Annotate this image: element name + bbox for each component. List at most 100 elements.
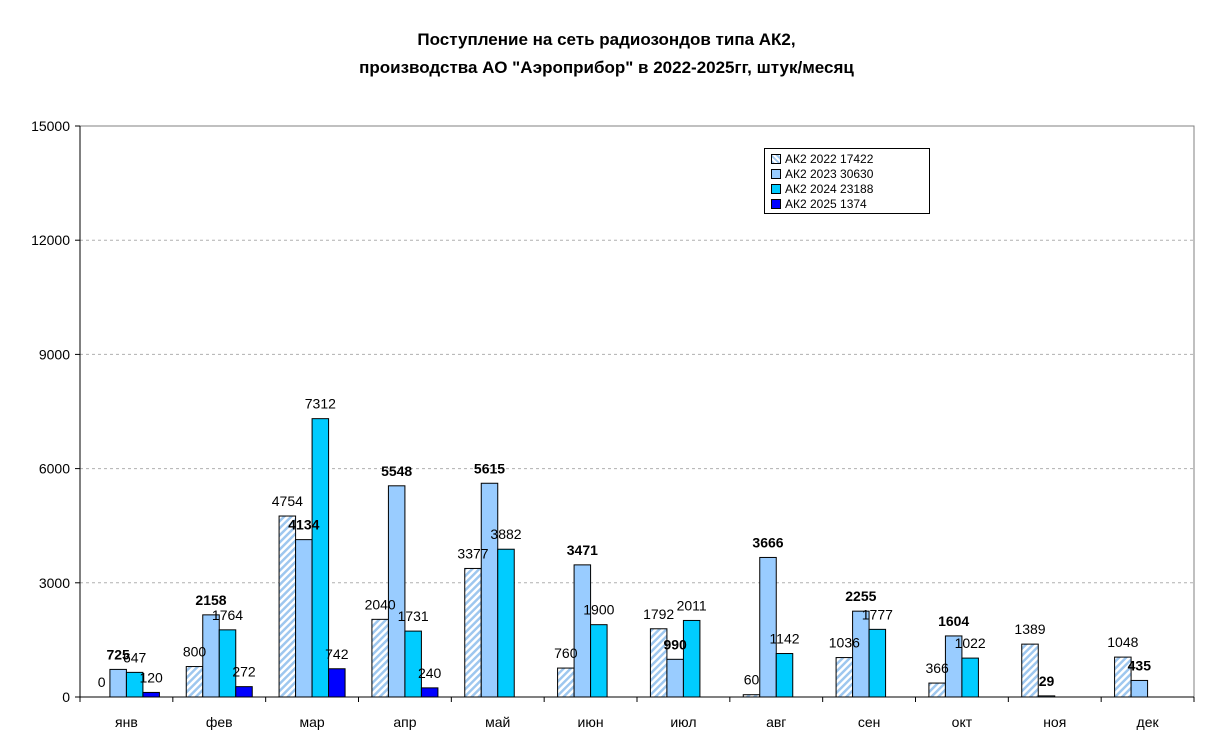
data-label: 3471 bbox=[567, 542, 598, 558]
x-tick-label: июл bbox=[670, 714, 696, 730]
bar bbox=[497, 548, 515, 698]
x-tick-label: июн bbox=[578, 714, 604, 730]
data-label: 1792 bbox=[643, 606, 674, 622]
bar bbox=[868, 628, 887, 698]
data-label: 4134 bbox=[288, 517, 319, 533]
x-tick-label: ноя bbox=[1043, 714, 1066, 730]
data-label: 1048 bbox=[1107, 634, 1138, 650]
data-label: 5548 bbox=[381, 463, 412, 479]
x-tick-label: май bbox=[485, 714, 510, 730]
bar bbox=[775, 653, 794, 698]
bar bbox=[371, 618, 389, 698]
bar bbox=[420, 687, 439, 698]
x-tick-label: окт bbox=[952, 714, 973, 730]
data-label: 3377 bbox=[457, 545, 488, 561]
bar bbox=[1130, 679, 1149, 698]
data-label: 4754 bbox=[272, 493, 303, 509]
legend-swatch bbox=[771, 153, 781, 164]
bar bbox=[928, 682, 946, 698]
legend-item: АК2 2023 30630 bbox=[771, 166, 929, 181]
data-label: 1604 bbox=[938, 613, 969, 629]
data-label: 647 bbox=[123, 649, 147, 665]
legend-item: АК2 2022 17422 bbox=[771, 151, 929, 166]
data-label: 1764 bbox=[212, 607, 243, 623]
data-label: 272 bbox=[232, 664, 256, 680]
legend-swatch bbox=[771, 168, 781, 179]
bar bbox=[682, 619, 701, 698]
plot-area bbox=[79, 125, 1195, 698]
data-label: 60 bbox=[744, 672, 760, 688]
bar bbox=[278, 515, 297, 698]
data-label: 1036 bbox=[829, 635, 860, 651]
legend-label: АК2 2024 23188 bbox=[785, 181, 874, 196]
bar bbox=[590, 624, 608, 698]
y-tick-label: 3000 bbox=[39, 575, 70, 591]
x-tick-label: дек bbox=[1137, 714, 1160, 730]
y-tick-label: 9000 bbox=[39, 346, 70, 362]
bar bbox=[666, 658, 684, 698]
chart-title-line1: Поступление на сеть радиозондов типа АК2… bbox=[417, 30, 796, 49]
data-label: 3882 bbox=[490, 526, 521, 542]
y-tick-label: 15000 bbox=[31, 118, 70, 134]
data-label: 29 bbox=[1039, 673, 1055, 689]
legend-label: АК2 2025 1374 bbox=[785, 196, 867, 211]
bar bbox=[387, 485, 406, 698]
data-label: 240 bbox=[418, 665, 442, 681]
bar bbox=[557, 667, 575, 698]
data-label: 1731 bbox=[398, 608, 429, 624]
data-label: 7312 bbox=[305, 396, 336, 412]
data-label: 1142 bbox=[769, 631, 799, 647]
bar bbox=[1021, 643, 1039, 698]
data-label: 2158 bbox=[195, 592, 226, 608]
data-label: 760 bbox=[554, 645, 578, 661]
y-tick-label: 6000 bbox=[39, 461, 70, 477]
bar bbox=[573, 564, 592, 698]
bar bbox=[235, 686, 253, 698]
data-label: 2011 bbox=[677, 597, 707, 613]
data-label: 0 bbox=[98, 674, 106, 690]
bar bbox=[759, 556, 777, 698]
data-label: 5615 bbox=[474, 460, 505, 476]
data-label: 1900 bbox=[583, 602, 614, 618]
x-tick-label: фев bbox=[206, 714, 233, 730]
x-tick-label: авг bbox=[766, 714, 786, 730]
bar bbox=[328, 668, 346, 698]
data-label: 3666 bbox=[752, 534, 783, 550]
y-tick-label: 12000 bbox=[31, 232, 70, 248]
bar bbox=[109, 668, 127, 698]
bar bbox=[295, 539, 313, 698]
y-tick-label: 0 bbox=[62, 689, 70, 705]
data-label: 1022 bbox=[955, 635, 986, 651]
chart-title-line2: производства АО "Аэроприбор" в 2022-2025… bbox=[359, 58, 854, 77]
chart-legend: АК2 2022 17422 АК2 2023 30630 АК2 2024 231… bbox=[764, 148, 930, 214]
bar bbox=[480, 482, 499, 698]
data-label: 1389 bbox=[1014, 621, 1045, 637]
x-tick-label: янв bbox=[115, 714, 138, 730]
bar bbox=[961, 657, 979, 698]
x-tick-label: сен bbox=[858, 714, 881, 730]
bar bbox=[185, 666, 204, 698]
x-tick-label: апр bbox=[393, 714, 416, 730]
legend-item: АК2 2024 23188 bbox=[771, 181, 929, 196]
data-label: 120 bbox=[139, 669, 163, 685]
data-label: 2255 bbox=[845, 588, 876, 604]
legend-swatch bbox=[771, 183, 781, 194]
legend-swatch bbox=[771, 198, 781, 209]
bar bbox=[852, 610, 870, 698]
legend-item: АК2 2025 1374 bbox=[771, 196, 929, 211]
bar bbox=[142, 691, 160, 698]
data-label: 725 bbox=[106, 646, 130, 662]
data-label: 366 bbox=[925, 660, 949, 676]
legend-label: АК2 2022 17422 bbox=[785, 151, 874, 166]
data-label: 435 bbox=[1128, 657, 1152, 673]
data-label: 2040 bbox=[365, 596, 396, 612]
data-label: 1777 bbox=[862, 606, 893, 622]
legend-label: АК2 2023 30630 bbox=[785, 166, 874, 181]
bar bbox=[464, 567, 482, 698]
data-label: 742 bbox=[325, 646, 349, 662]
data-label: 800 bbox=[183, 644, 207, 660]
data-label: 990 bbox=[663, 636, 687, 652]
x-tick-label: мар bbox=[299, 714, 324, 730]
bar bbox=[835, 657, 854, 698]
